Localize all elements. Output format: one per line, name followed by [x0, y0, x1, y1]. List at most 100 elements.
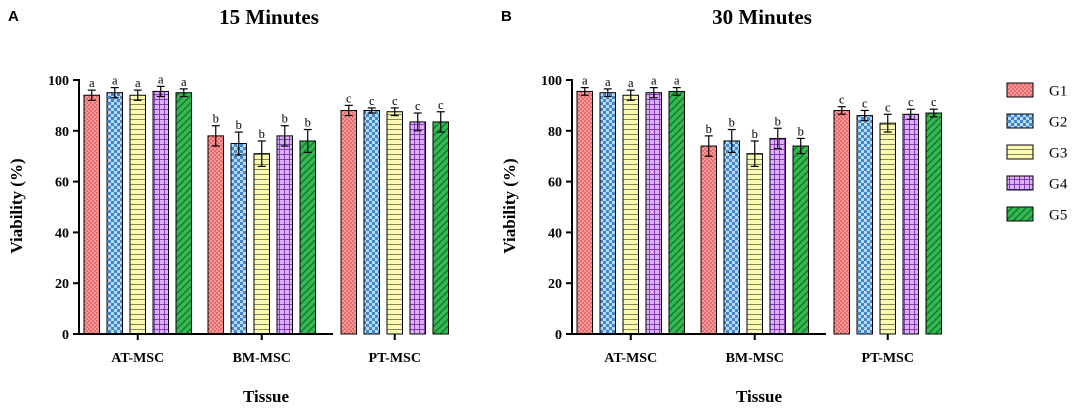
- bar-b-pt-msc-g3: [879, 122, 896, 335]
- panel-b-xlabel: Tissue: [736, 387, 782, 406]
- panel-b-letter: B: [501, 8, 512, 25]
- bar-b-pt-msc-g1: [833, 109, 850, 335]
- panel-b-title: 30 Minutes: [712, 5, 812, 29]
- y-tick-label-a-20: 20: [55, 277, 69, 292]
- significance-label-b-pt-msc-g3: c: [885, 100, 891, 114]
- bar-a-bm-msc-g5: [299, 140, 316, 335]
- bar-a-pt-msc-g4: [409, 121, 426, 335]
- error-bar-a-at-msc-g1: [87, 89, 96, 101]
- error-bar-a-pt-msc-g3: [390, 107, 399, 117]
- y-tick-label-b-0: 0: [555, 328, 562, 343]
- y-tick-label-b-100: 100: [541, 74, 562, 89]
- significance-label-b-at-msc-g5: a: [674, 74, 680, 88]
- error-bar-b-pt-msc-g5: [929, 108, 938, 118]
- bar-a-bm-msc-g2: [230, 143, 247, 335]
- significance-label-b-at-msc-g3: a: [628, 76, 634, 90]
- bar-b-bm-msc-g2: [723, 140, 740, 335]
- error-bar-a-pt-msc-g5: [436, 111, 445, 133]
- legend-label-g1: G1: [1049, 84, 1067, 100]
- error-bar-b-at-msc-g4: [649, 87, 658, 99]
- panel-a: A 15 Minutes Viability (%) Tissue a a a a a b…: [7, 5, 449, 406]
- significance-label-b-bm-msc-g4: b: [775, 114, 781, 128]
- bar-b-pt-msc-g4: [902, 113, 919, 335]
- bar-b-at-msc-g4: [645, 92, 662, 335]
- legend-item-g1: G1: [1006, 82, 1067, 100]
- legend-label-g2: G2: [1049, 115, 1067, 131]
- bar-b-bm-msc-g1: [700, 145, 717, 335]
- error-bar-a-bm-msc-g5: [303, 128, 312, 153]
- panel-a-xlabel: Tissue: [243, 387, 289, 406]
- legend-item-g3: G3: [1006, 144, 1067, 162]
- significance-label-a-at-msc-g3: a: [135, 76, 141, 90]
- panel-b-plot: a a a a a b b b b b c c c c c 0 20 40 60 80 100 AT-MSC BM-MSC P…: [541, 74, 942, 366]
- significance-label-b-pt-msc-g5: c: [931, 95, 937, 109]
- bar-a-pt-msc-g2: [363, 109, 380, 335]
- y-tick-label-a-40: 40: [55, 226, 69, 241]
- y-tick-label-b-60: 60: [548, 176, 562, 191]
- panel-a-ylabel: Viability (%): [7, 158, 26, 253]
- error-bar-a-pt-msc-g1: [344, 104, 353, 117]
- y-tick-label-b-40: 40: [548, 226, 562, 241]
- error-bar-b-bm-msc-g3: [750, 140, 759, 167]
- error-bar-a-at-msc-g2: [110, 87, 119, 99]
- bar-b-at-msc-g1: [576, 90, 593, 335]
- panel-b-ylabel: Viability (%): [500, 158, 519, 253]
- legend-swatch-g1: [1006, 82, 1034, 98]
- y-tick-label-a-100: 100: [48, 74, 69, 89]
- bar-a-at-msc-g4: [152, 90, 169, 335]
- significance-label-b-bm-msc-g5: b: [798, 124, 804, 138]
- y-tick-label-b-80: 80: [548, 125, 562, 140]
- x-tick-label-a-pt-msc: PT-MSC: [369, 351, 421, 366]
- significance-label-b-at-msc-g2: a: [605, 75, 611, 89]
- legend-item-g5: G5: [1006, 206, 1067, 224]
- error-bar-b-pt-msc-g2: [860, 109, 869, 122]
- legend-swatch-g4: [1006, 175, 1034, 191]
- panel-a-letter: A: [8, 8, 19, 25]
- legend-item-g2: G2: [1006, 113, 1067, 131]
- significance-label-b-bm-msc-g2: b: [729, 116, 735, 130]
- x-tick-label-b-at-msc: AT-MSC: [604, 351, 657, 366]
- error-bar-b-pt-msc-g3: [883, 113, 892, 133]
- significance-label-b-bm-msc-g1: b: [706, 122, 712, 136]
- legend-label-g3: G3: [1049, 146, 1067, 162]
- error-bar-a-bm-msc-g1: [211, 125, 220, 147]
- error-bar-a-at-msc-g4: [156, 85, 165, 98]
- error-bar-b-pt-msc-g4: [906, 108, 915, 120]
- significance-label-b-bm-msc-g3: b: [752, 127, 758, 141]
- error-bar-a-at-msc-g5: [179, 88, 188, 98]
- panel-a-plot: a a a a a b b b b b c c c c c 0 20 40 60 80 100 AT-MSC BM-MSC P…: [48, 72, 449, 366]
- bar-a-at-msc-g2: [106, 92, 123, 335]
- bar-b-bm-msc-g3: [746, 153, 763, 335]
- significance-label-a-at-msc-g1: a: [89, 76, 95, 90]
- bar-b-pt-msc-g2: [856, 115, 873, 335]
- error-bar-a-bm-msc-g4: [280, 125, 289, 147]
- legend-label-g5: G5: [1049, 208, 1067, 224]
- bar-a-pt-msc-g3: [386, 111, 403, 335]
- y-tick-label-a-0: 0: [62, 328, 69, 343]
- y-tick-label-b-20: 20: [548, 277, 562, 292]
- legend-label-g4: G4: [1049, 177, 1068, 193]
- x-tick-label-a-bm-msc: BM-MSC: [233, 351, 291, 366]
- significance-label-b-at-msc-g1: a: [582, 74, 588, 88]
- error-bar-b-bm-msc-g2: [727, 128, 736, 153]
- bar-b-bm-msc-g5: [792, 145, 809, 335]
- error-bar-b-bm-msc-g5: [796, 137, 805, 155]
- y-tick-label-a-80: 80: [55, 125, 69, 140]
- legend-swatch-g2: [1006, 113, 1034, 129]
- significance-label-a-pt-msc-g1: c: [346, 91, 352, 105]
- significance-label-a-pt-msc-g2: c: [369, 94, 375, 108]
- significance-label-a-bm-msc-g2: b: [236, 118, 242, 132]
- legend-item-g4: G4: [1006, 175, 1068, 193]
- significance-label-a-at-msc-g2: a: [112, 74, 118, 88]
- error-bar-b-at-msc-g3: [626, 89, 635, 101]
- bar-b-pt-msc-g5: [925, 112, 942, 335]
- significance-label-a-pt-msc-g5: c: [438, 98, 444, 112]
- bar-a-at-msc-g1: [83, 94, 100, 335]
- bar-a-pt-msc-g1: [340, 109, 357, 335]
- significance-label-b-pt-msc-g4: c: [908, 95, 914, 109]
- error-bar-b-bm-msc-g4: [773, 127, 782, 150]
- panel-b: B 30 Minutes Viability (%) Tissue a a a a a b…: [500, 5, 942, 406]
- error-bar-b-at-msc-g5: [672, 87, 681, 96]
